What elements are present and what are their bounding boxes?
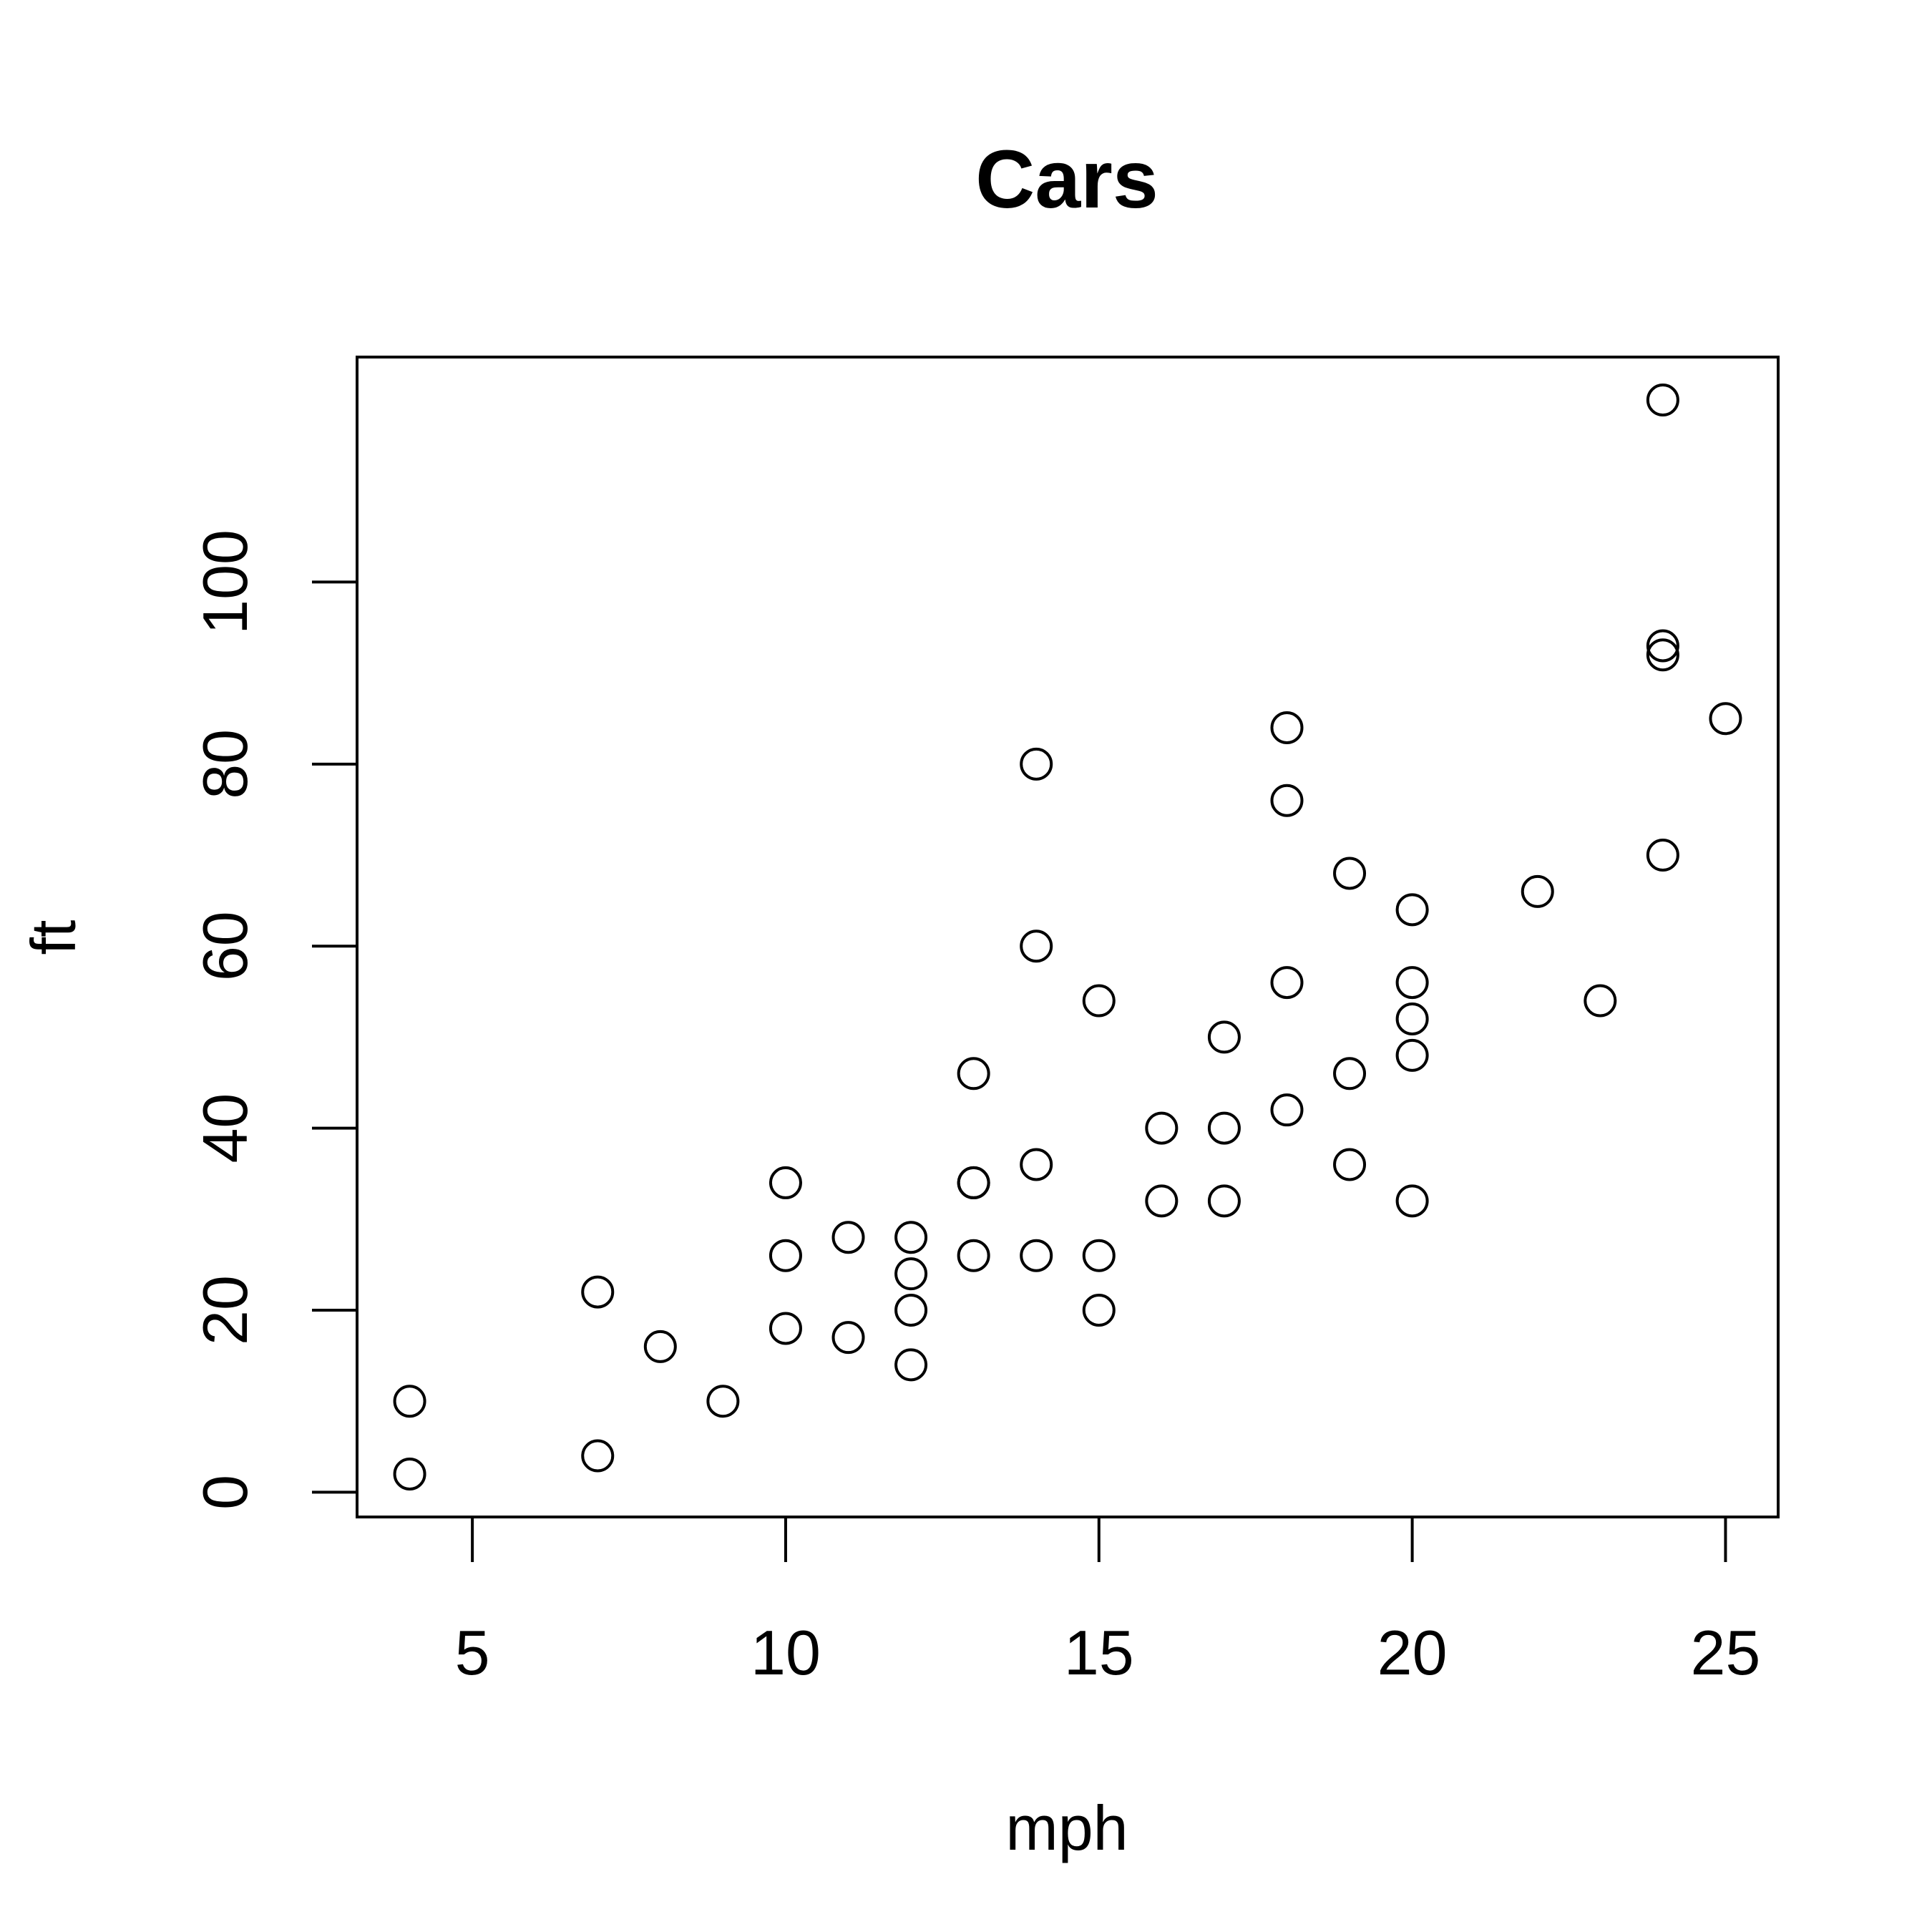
data-point (1145, 1111, 1179, 1145)
data-point (706, 1385, 740, 1418)
data-point (1020, 747, 1053, 781)
data-point (1646, 384, 1679, 417)
data-point (1270, 784, 1304, 817)
x-tick-label: 15 (1064, 1617, 1134, 1688)
data-point (1207, 1184, 1241, 1218)
data-point (1333, 857, 1367, 890)
data-point (831, 1321, 865, 1355)
data-point (894, 1348, 928, 1382)
data-point (1270, 966, 1304, 1000)
y-tick-label: 40 (190, 1093, 260, 1163)
data-point (1020, 1239, 1053, 1272)
data-point (1145, 1184, 1179, 1218)
data-point (1521, 874, 1554, 908)
y-tick-label: 20 (190, 1275, 260, 1345)
x-tick-label: 20 (1377, 1617, 1448, 1688)
data-point (393, 1457, 426, 1491)
plot-frame (356, 356, 1780, 1518)
data-point (769, 1312, 802, 1345)
x-tick-label: 25 (1690, 1617, 1760, 1688)
data-point (769, 1239, 802, 1272)
data-point (1395, 1002, 1429, 1035)
data-point (957, 1166, 990, 1199)
x-tick-label: 10 (751, 1617, 821, 1688)
data-point (393, 1385, 426, 1418)
data-point (894, 1221, 928, 1254)
data-point (1020, 930, 1053, 963)
data-point (1395, 966, 1429, 1000)
data-point (1270, 711, 1304, 744)
data-point (1646, 638, 1679, 672)
data-point (581, 1275, 615, 1309)
data-point (831, 1221, 865, 1254)
data-point (1082, 1294, 1116, 1327)
data-point (957, 1239, 990, 1272)
data-point (1646, 629, 1679, 663)
data-point (1584, 984, 1617, 1018)
data-point (643, 1330, 677, 1363)
y-axis-label: ft (18, 920, 89, 955)
data-point (769, 1166, 802, 1199)
data-point (1082, 1239, 1116, 1272)
data-point (894, 1257, 928, 1291)
data-point (1395, 1184, 1429, 1218)
data-point (1207, 1020, 1241, 1054)
data-point (581, 1439, 615, 1473)
y-axis: 0 20 40 60 80 100 (190, 530, 358, 1510)
y-tick-label: 80 (190, 729, 260, 799)
data-point (1333, 1148, 1367, 1181)
data-point (1395, 1038, 1429, 1072)
y-tick-label: 100 (190, 530, 260, 635)
data-point (1333, 1057, 1367, 1091)
data-point (957, 1057, 990, 1091)
data-point (1646, 839, 1679, 872)
y-tick-label: 60 (190, 911, 260, 981)
data-points (393, 384, 1742, 1491)
data-point (1709, 702, 1742, 736)
y-tick-label: 0 (190, 1475, 260, 1510)
x-axis: 5 10 15 20 25 (455, 1516, 1760, 1688)
x-axis-label: mph (1005, 1792, 1128, 1863)
data-point (1270, 1093, 1304, 1127)
data-point (894, 1294, 928, 1327)
x-tick-label: 5 (455, 1617, 490, 1688)
data-point (1207, 1111, 1241, 1145)
data-point (1395, 893, 1429, 927)
data-point (1020, 1148, 1053, 1181)
data-point (1082, 984, 1116, 1018)
chart-title: Cars (975, 134, 1158, 225)
